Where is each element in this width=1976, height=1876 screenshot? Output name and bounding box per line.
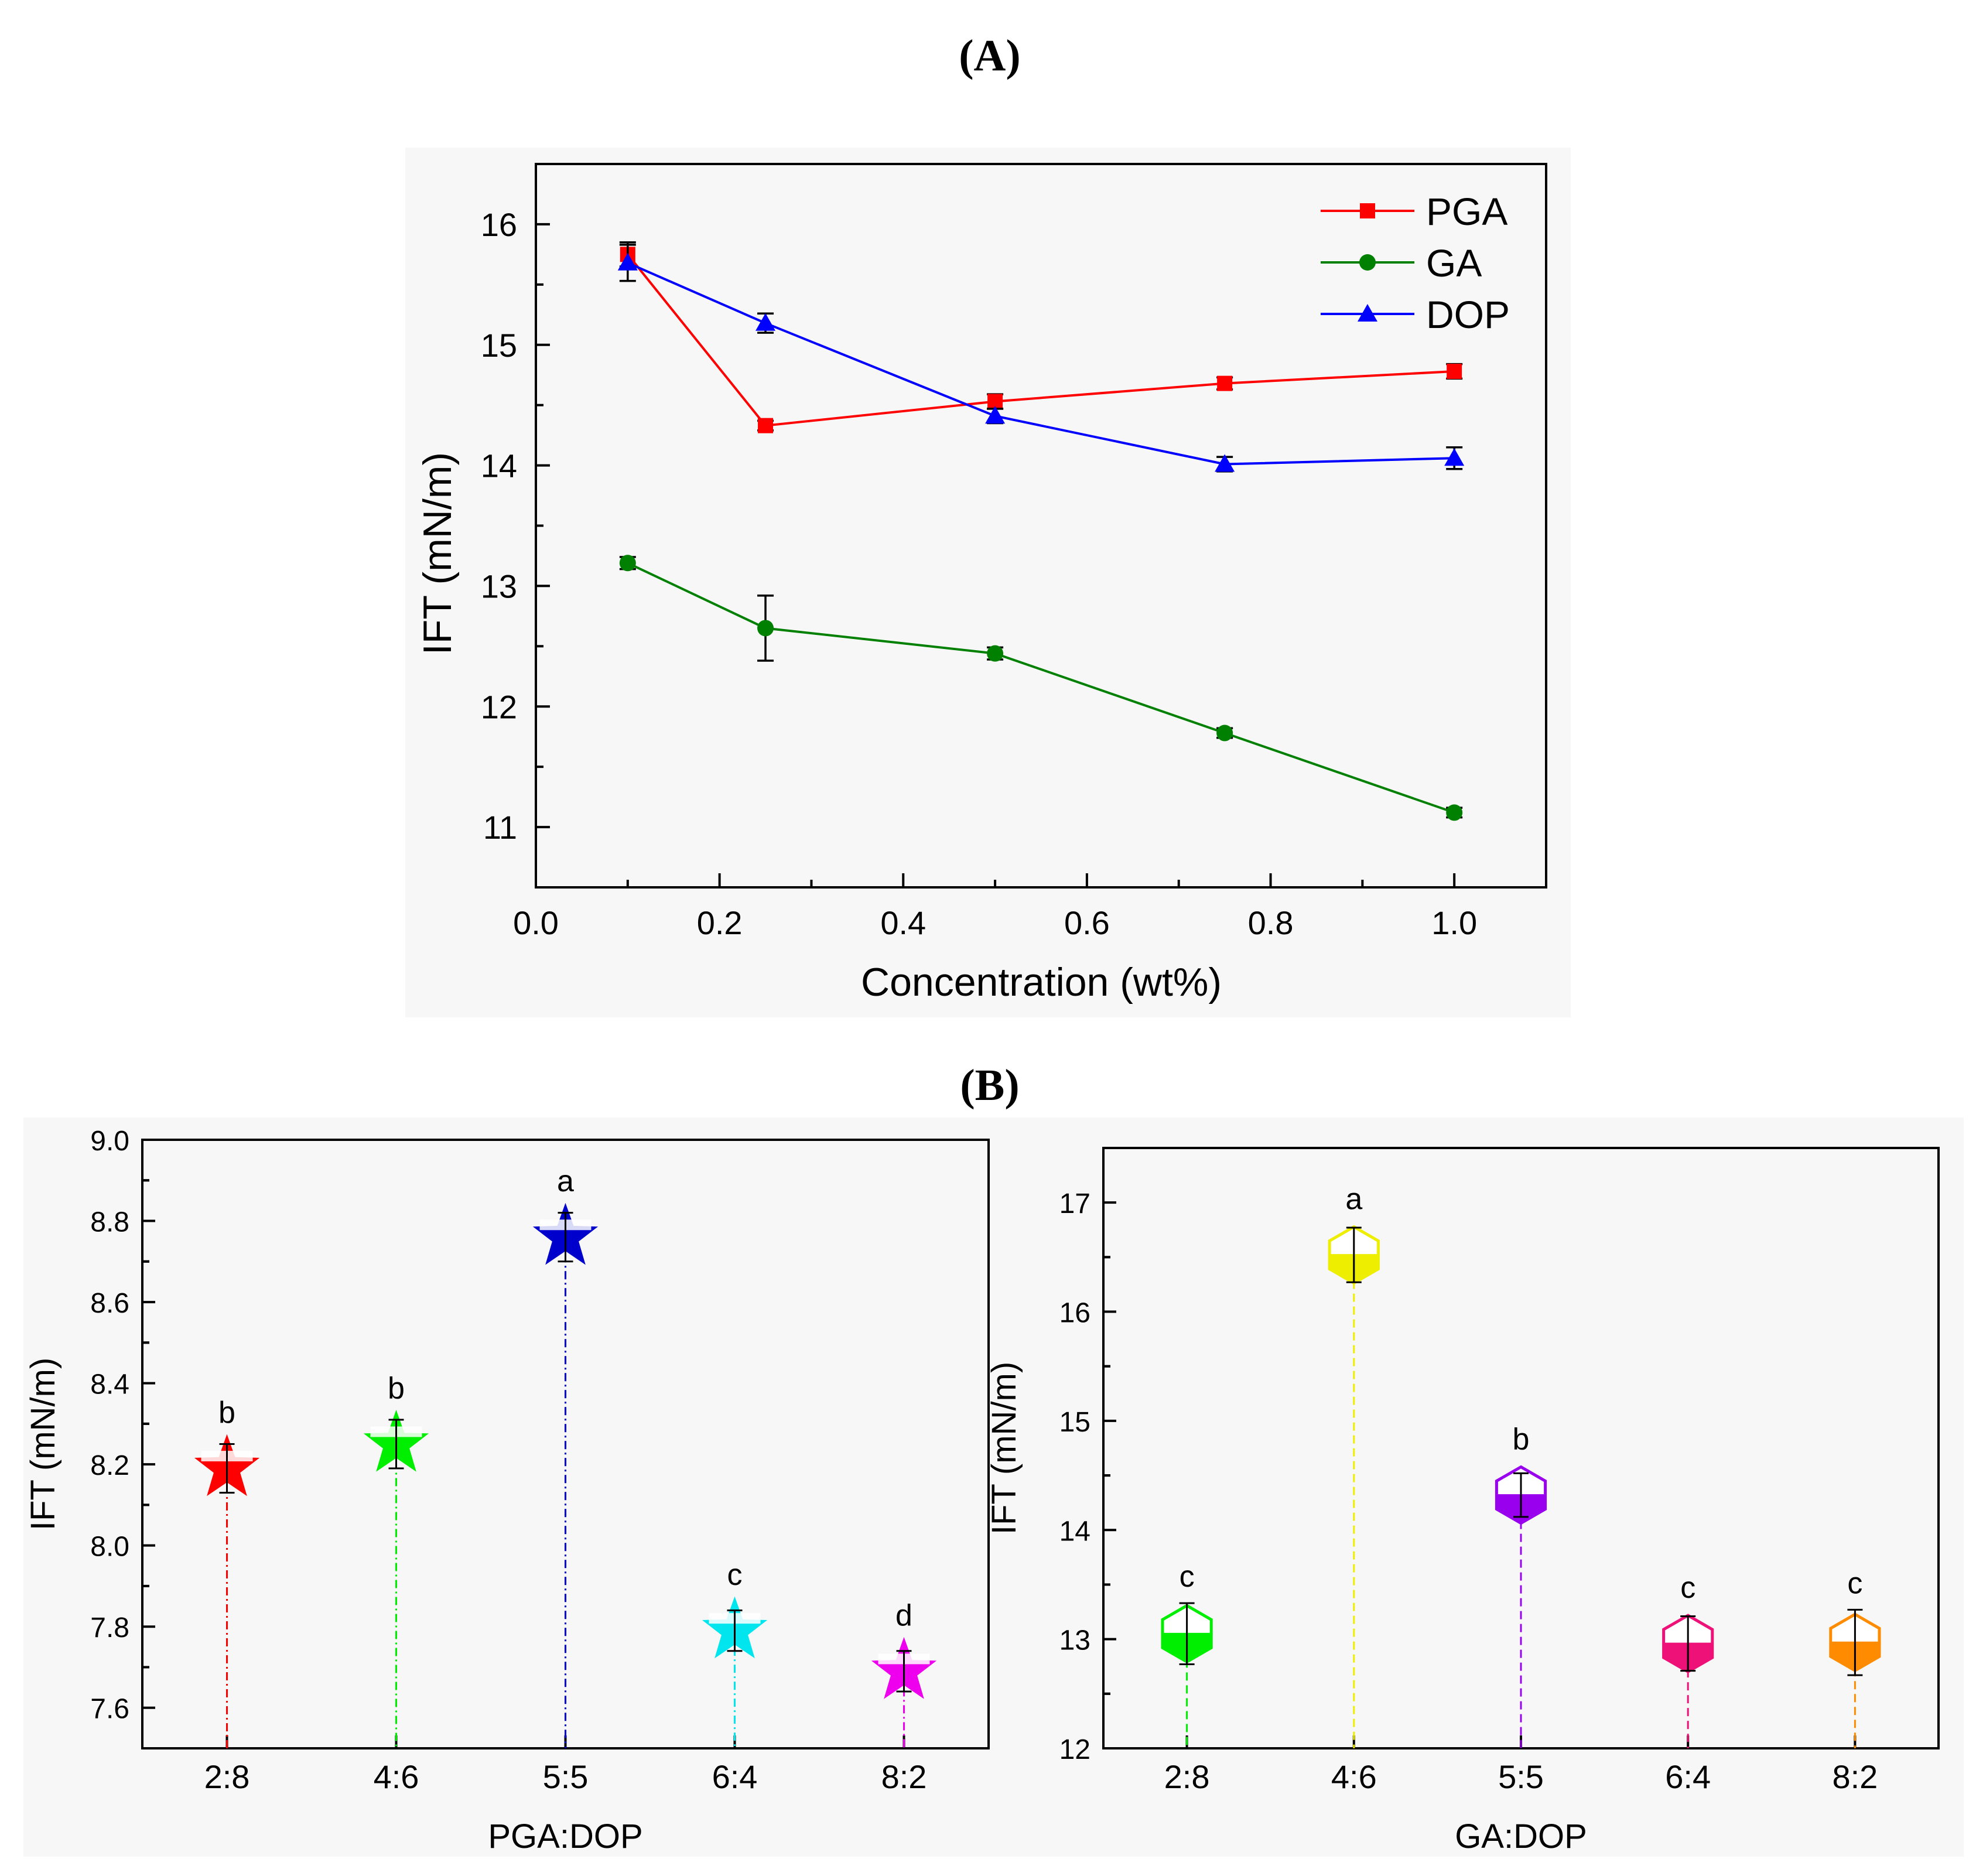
y-tick-label: 14: [481, 447, 517, 484]
x-tick-label: 0.8: [1248, 904, 1294, 941]
y-tick-label: 8.8: [90, 1207, 129, 1238]
point-ga: [1216, 725, 1233, 741]
y-tick-label: 12: [481, 688, 517, 725]
x-tick-label: 0.4: [880, 904, 926, 941]
x-axis-label: Concentration (wt%): [861, 960, 1222, 1004]
legend-label-ga: GA: [1426, 241, 1482, 285]
point-ga: [757, 620, 774, 637]
legend-marker-ga: [1359, 254, 1376, 271]
point-dop: [1215, 454, 1235, 472]
y-tick-label: 8.6: [90, 1288, 129, 1319]
point-dop: [985, 406, 1006, 424]
y-tick-label: 8.2: [90, 1450, 129, 1481]
point-pga: [758, 418, 774, 433]
x-tick-label: 4:6: [374, 1758, 419, 1795]
point-dop: [617, 252, 638, 271]
x-tick-label: 0.6: [1064, 904, 1110, 941]
x-tick-label: 2:8: [204, 1758, 250, 1795]
x-tick-label: 4:6: [1331, 1758, 1377, 1795]
significance-letter: a: [1345, 1183, 1362, 1217]
y-tick-label: 12: [1059, 1734, 1090, 1765]
y-tick-label: 16: [1059, 1298, 1090, 1329]
chart-a-background: [405, 148, 1571, 1017]
y-tick-label: 11: [483, 809, 517, 846]
y-axis-label: IFT (mN/m): [415, 452, 460, 655]
y-tick-label: 7.6: [90, 1694, 129, 1725]
significance-letter: b: [388, 1372, 405, 1406]
chart-a: 0.0 0.2 0.4 0.6 0.8 1.0 11 12 13 14 15 16 Concentrat…: [415, 163, 1547, 1004]
x-tick-label: 2:8: [1164, 1758, 1210, 1795]
significance-letter: a: [557, 1164, 574, 1198]
x-tick-label: 6:4: [1665, 1758, 1711, 1795]
y-tick-label: 15: [481, 327, 517, 364]
significance-letter: c: [1847, 1566, 1862, 1600]
point-ga: [1446, 804, 1463, 821]
significance-letter: b: [218, 1396, 235, 1430]
y-axis-label: IFT (mN/m): [24, 1358, 62, 1530]
legend-marker-dop: [1358, 304, 1377, 322]
significance-letter: d: [895, 1598, 912, 1632]
point-pga: [1447, 364, 1462, 380]
legend-marker-pga: [1360, 203, 1375, 218]
significance-letter: c: [727, 1558, 743, 1592]
x-tick-label: 1.0: [1431, 904, 1477, 941]
significance-letter: b: [1513, 1423, 1530, 1457]
y-tick-label: 15: [1059, 1407, 1090, 1438]
legend-label-pga: PGA: [1426, 190, 1507, 233]
y-tick-label: 9.0: [90, 1126, 129, 1157]
x-tick-label: 6:4: [712, 1758, 758, 1795]
y-tick-label: 8.0: [90, 1532, 129, 1563]
point-ga: [987, 645, 1004, 662]
x-axis-label: PGA:DOP: [488, 1817, 642, 1856]
x-tick-label: 8:2: [1832, 1758, 1878, 1795]
chart-b-right: 12 13 14 15 16 17 2:8 4:6 5:5 6:4 8:2 GA:DOP IFT (mN…: [985, 1147, 1940, 1856]
y-axis-label: IFT (mN/m): [985, 1362, 1023, 1535]
y-tick-label: 13: [1059, 1625, 1090, 1656]
x-tick-label: 0.2: [697, 904, 743, 941]
y-tick-label: 17: [1059, 1188, 1090, 1219]
significance-letter: c: [1680, 1571, 1695, 1605]
chart-b-right-background: [1012, 1118, 1964, 1857]
point-pga: [1217, 375, 1233, 391]
x-tick-label: 8:2: [881, 1758, 927, 1795]
y-tick-label: 8.4: [90, 1369, 129, 1400]
point-dop: [755, 313, 776, 331]
x-tick-label: 5:5: [1498, 1758, 1544, 1795]
panel-a-label: (A): [959, 31, 1021, 80]
point-dop: [1444, 448, 1465, 466]
y-tick-label: 14: [1059, 1516, 1090, 1547]
y-tick-label: 7.8: [90, 1612, 129, 1643]
y-tick-label: 13: [481, 568, 517, 604]
y-tick-label: 16: [481, 206, 517, 243]
chart-b-left-background: [23, 1118, 1012, 1857]
panel-b-label: (B): [960, 1061, 1019, 1110]
point-ga: [619, 555, 636, 572]
x-tick-label: 0.0: [513, 904, 559, 941]
legend-label-dop: DOP: [1426, 293, 1510, 336]
x-tick-label: 5:5: [543, 1758, 589, 1795]
chart-b-left: 7.6 7.8 8.0 8.2 8.4 8.6 8.8 9.0 2:8 4:6 5:5 6:4 8:2 P…: [24, 1126, 990, 1856]
significance-letter: c: [1180, 1560, 1195, 1594]
x-axis-label: GA:DOP: [1455, 1817, 1587, 1856]
